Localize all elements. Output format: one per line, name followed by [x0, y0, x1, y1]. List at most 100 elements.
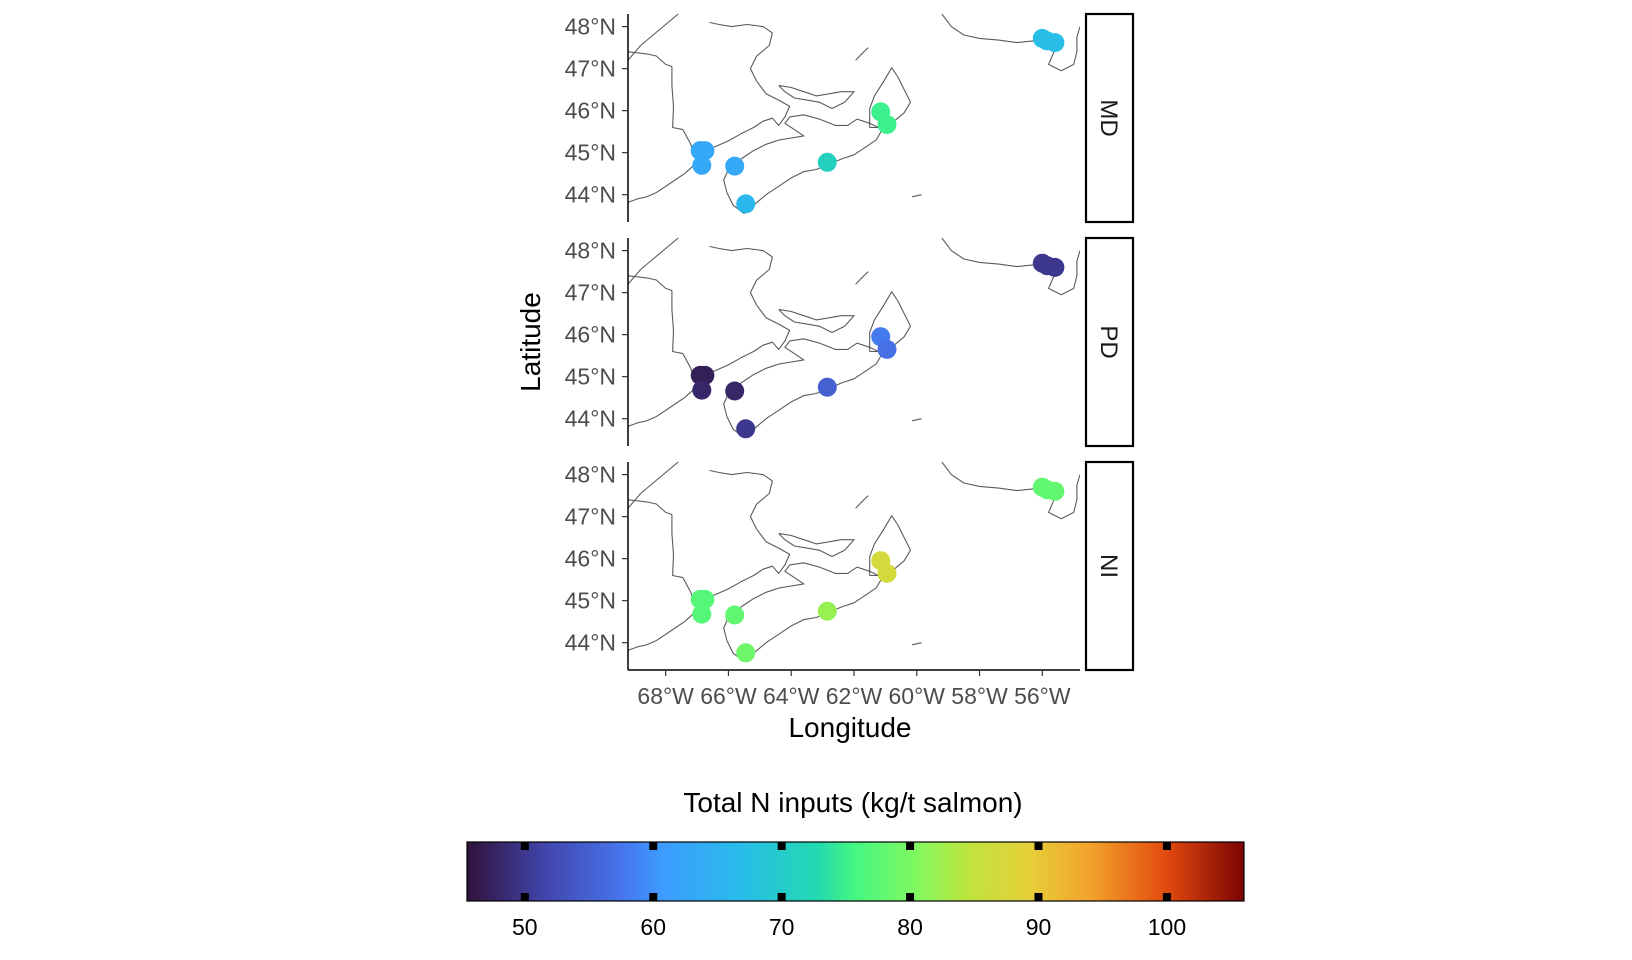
coastline-segment: [911, 194, 922, 198]
x-axis: 68°W 66°W 64°W 62°W 60°W 58°W 56°W: [628, 669, 1080, 709]
farm-point: [1045, 33, 1065, 53]
coastline: [628, 433, 1080, 663]
coastline-segment: [628, 462, 679, 509]
y-axis-title: Latitude: [515, 292, 546, 392]
colorbar-tick-label: 80: [897, 914, 923, 940]
colorbar-tick-bottom: [520, 893, 529, 901]
coastline-segment: [855, 495, 869, 509]
x-tick-label: 60°W: [889, 683, 946, 709]
coastline-segment: [628, 499, 673, 516]
y-tick-label: 48°N: [565, 14, 616, 40]
coastline-segment: [854, 209, 876, 234]
colorbar-tick-label: 70: [769, 914, 795, 940]
coastline-segment: [854, 433, 876, 458]
farm-point: [817, 377, 837, 397]
colorbar-tick-top: [649, 842, 658, 850]
y-tick-label: 48°N: [565, 462, 616, 488]
farm-point: [877, 563, 897, 583]
farm-point: [736, 643, 756, 663]
coastline-segment: [911, 642, 922, 646]
colorbar-tick-bottom: [777, 893, 786, 901]
colorbar-legend: Total N inputs (kg/t salmon) 50 60 70 80 90 1…: [466, 787, 1245, 940]
coastline: [628, 0, 1080, 215]
farm-point: [692, 380, 712, 400]
coastline-segment: [628, 14, 679, 61]
coastline-segment: [855, 47, 869, 61]
y-tick-label: 46°N: [565, 546, 616, 572]
colorbar-title: Total N inputs (kg/t salmon): [683, 787, 1022, 818]
y-tick-label: 45°N: [565, 364, 616, 390]
farm-point: [725, 605, 745, 625]
colorbar-tick-bottom: [906, 893, 915, 901]
colorbar-tick-label: 60: [640, 914, 666, 940]
x-axis-title: Longitude: [788, 712, 911, 743]
farm-point: [736, 419, 756, 439]
farm-point: [817, 601, 837, 621]
y-tick-label: 45°N: [565, 588, 616, 614]
y-tick-label: 46°N: [565, 98, 616, 124]
farm-points: [690, 477, 1065, 663]
coastline: [628, 209, 1080, 439]
colorbar-gradient: [466, 841, 1245, 902]
y-tick-label: 44°N: [565, 630, 616, 656]
farm-point: [692, 155, 712, 175]
coastline-segment: [671, 514, 695, 603]
facet-strip-md: [1084, 12, 1135, 224]
colorbar-tick-top: [520, 842, 529, 850]
facet-strip-label: NI: [1095, 554, 1122, 578]
y-tick-label: 47°N: [565, 280, 616, 306]
farm-point: [725, 156, 745, 176]
facet-strip-ni: [1084, 460, 1135, 672]
y-tick-label: 44°N: [565, 182, 616, 208]
facet-panels: 44°N 45°N 46°N 47°N 48°N MD 44°N 45°N 46°N 47°N 48…: [565, 0, 1135, 672]
coastline-segment: [911, 418, 922, 422]
x-tick-label: 58°W: [951, 683, 1008, 709]
colorbar-tick-top: [1034, 842, 1043, 850]
farm-point: [817, 152, 837, 172]
y-tick-label: 47°N: [565, 504, 616, 530]
coastline-segment: [671, 290, 695, 379]
facet-strip-label: PD: [1095, 325, 1122, 358]
coastline-segment: [628, 238, 679, 285]
colorbar-tick-top: [906, 842, 915, 850]
farm-point: [725, 381, 745, 401]
x-tick-label: 68°W: [637, 683, 694, 709]
coastline-segment: [628, 275, 673, 292]
coastline-segment: [671, 66, 695, 155]
farm-point: [695, 365, 715, 385]
farm-point: [695, 141, 715, 161]
coastline-segment: [628, 21, 791, 203]
facet-panel-pd: 44°N 45°N 46°N 47°N 48°N PD: [565, 209, 1135, 448]
farm-point: [1045, 481, 1065, 501]
colorbar-tick-bottom: [649, 893, 658, 901]
colorbar-tick-label: 90: [1026, 914, 1052, 940]
facet-strip-label: MD: [1095, 99, 1122, 136]
facet-panel-ni: 44°N 45°N 46°N 47°N 48°N NI: [565, 433, 1135, 672]
facet-panel-md: 44°N 45°N 46°N 47°N 48°N MD: [565, 0, 1135, 224]
farm-point: [877, 339, 897, 359]
y-tick-label: 44°N: [565, 406, 616, 432]
y-tick-label: 47°N: [565, 56, 616, 82]
coastline-segment: [628, 245, 791, 427]
facet-strip-pd: [1084, 236, 1135, 448]
coastline-segment: [628, 469, 791, 651]
farm-point: [695, 589, 715, 609]
farm-points: [690, 28, 1065, 214]
y-tick-label: 45°N: [565, 140, 616, 166]
x-tick-label: 64°W: [763, 683, 820, 709]
coastline-segment: [628, 51, 673, 68]
colorbar-tick-label: 50: [512, 914, 538, 940]
colorbar-tick-bottom: [1034, 893, 1043, 901]
farm-point: [736, 194, 756, 214]
farm-point: [1045, 257, 1065, 277]
coastline-segment: [854, 0, 876, 10]
coastline-segment: [778, 84, 855, 110]
coastline-segment: [778, 532, 855, 558]
x-tick-label: 62°W: [826, 683, 883, 709]
colorbar-tick-top: [777, 842, 786, 850]
y-tick-label: 46°N: [565, 322, 616, 348]
coastline-segment: [855, 271, 869, 285]
farm-point: [692, 604, 712, 624]
colorbar-tick-label: 100: [1148, 914, 1186, 940]
